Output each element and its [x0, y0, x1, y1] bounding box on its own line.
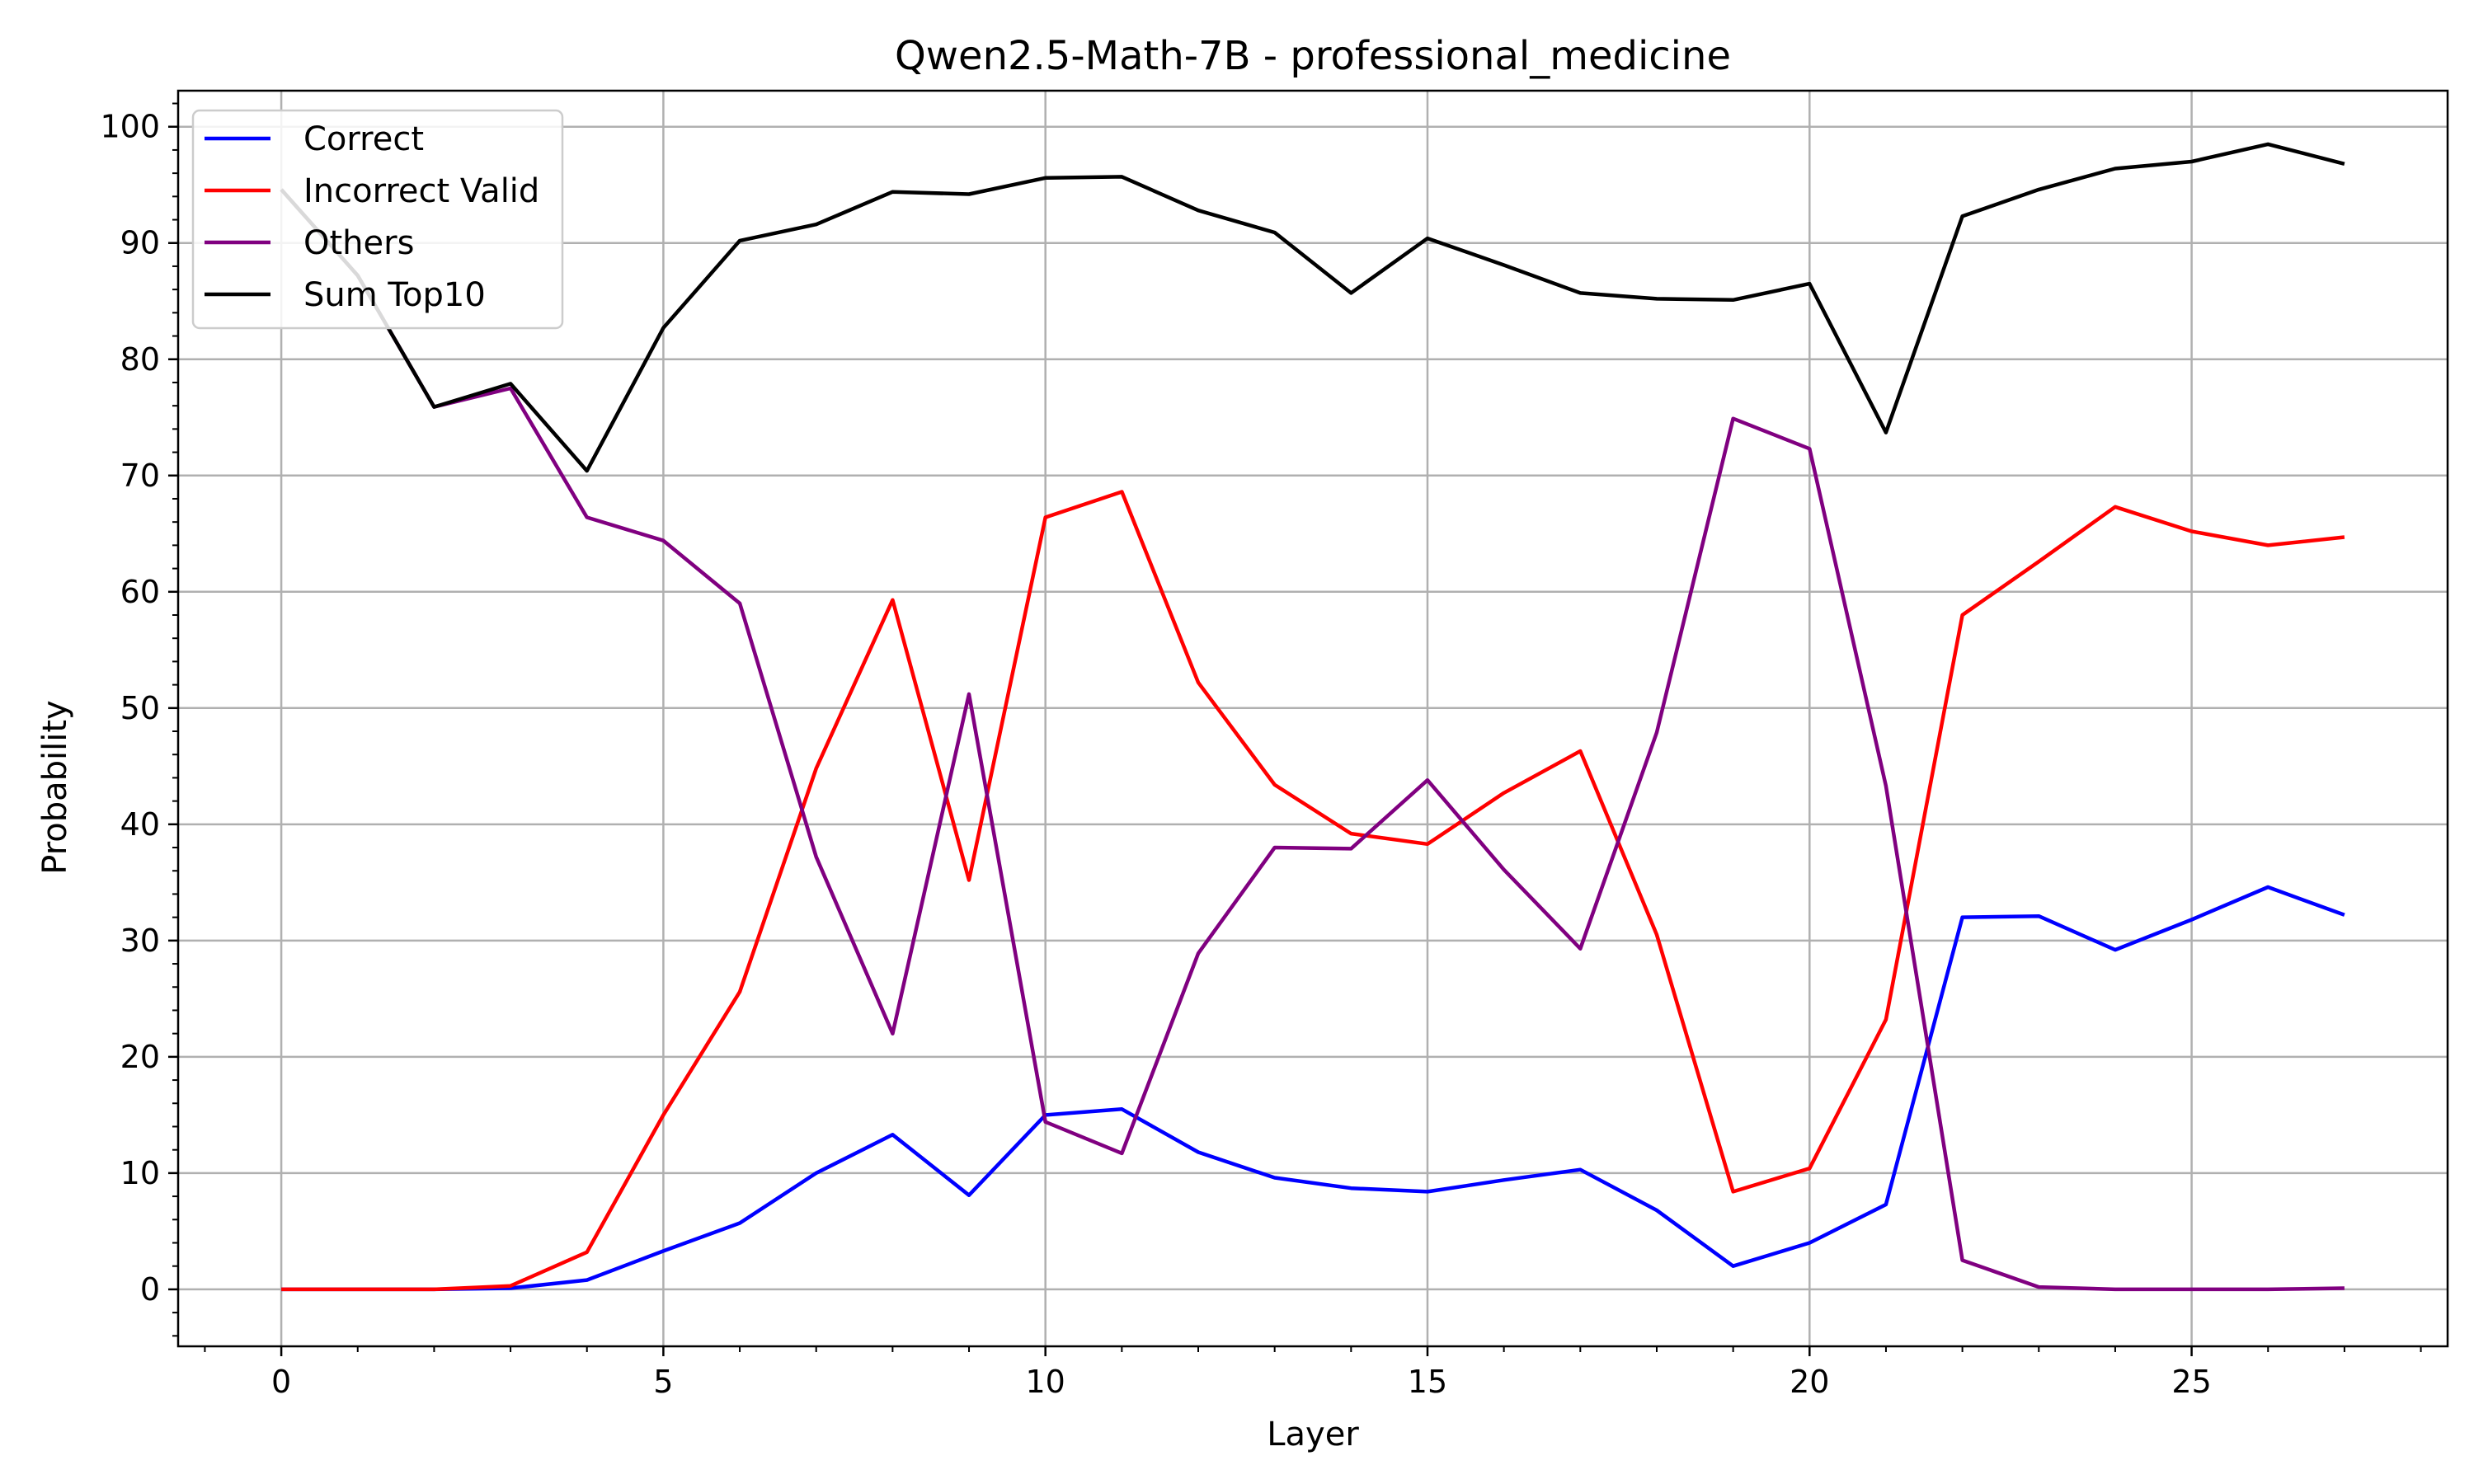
x-tick-label: 0	[271, 1364, 291, 1400]
x-tick-label: 5	[653, 1364, 673, 1400]
x-tick-label: 10	[1026, 1364, 1065, 1400]
y-tick-label: 70	[120, 458, 160, 494]
y-axis-title: Probability	[36, 700, 74, 874]
legend-box	[191, 109, 564, 330]
grid	[178, 91, 2448, 1346]
plot-frame	[176, 89, 2449, 1348]
y-tick-label: 100	[100, 109, 160, 145]
x-axis-title: Layer	[1267, 1416, 1359, 1453]
chart-title: Qwen2.5-Math-7B - professional_medicine	[895, 33, 1731, 79]
axis-ticks: 0 5 10 15 20 25 0 10 20 30 40 50 60 70 80 90 100	[100, 102, 2422, 1400]
y-tick-label: 90	[120, 225, 160, 261]
y-tick-label: 60	[120, 574, 160, 610]
legend: Correct Incorrect Valid Others Sum Top10	[191, 109, 564, 330]
x-tick-label: 20	[1790, 1364, 1829, 1400]
series-line-sum-top10	[280, 142, 2345, 473]
y-tick-label: 80	[120, 341, 160, 378]
y-tick-label: 0	[140, 1271, 160, 1308]
x-tick-label: 25	[2171, 1364, 2211, 1400]
y-tick-label: 30	[120, 923, 160, 959]
y-tick-label: 50	[120, 690, 160, 726]
legend-label-sum-top10: Sum Top10	[303, 276, 486, 314]
x-tick-label: 15	[1408, 1364, 1447, 1400]
legend-label-correct: Correct	[303, 120, 424, 158]
legend-label-incorrect-valid: Incorrect Valid	[303, 172, 539, 210]
y-tick-label: 10	[120, 1155, 160, 1191]
y-tick-label: 40	[120, 806, 160, 843]
series-line-others	[280, 188, 2345, 1292]
series-line-incorrect-valid	[281, 490, 2345, 1292]
legend-label-others: Others	[303, 224, 414, 262]
y-tick-label: 20	[120, 1039, 160, 1075]
series-line-correct	[281, 885, 2345, 1292]
series-lines	[280, 142, 2345, 1292]
